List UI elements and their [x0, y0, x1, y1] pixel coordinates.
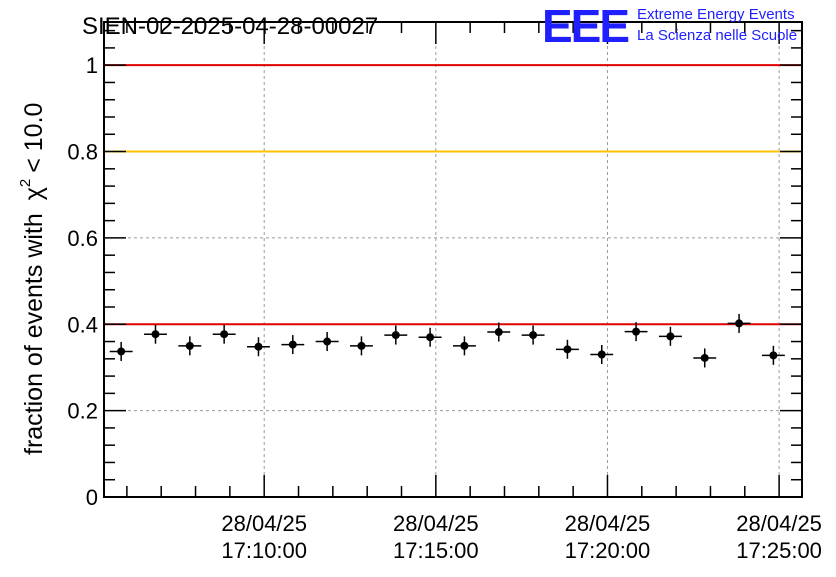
y-tick-label: 0.6 — [67, 226, 98, 251]
data-marker — [391, 331, 400, 340]
data-point — [384, 325, 408, 345]
data-point — [212, 324, 236, 344]
data-point — [624, 322, 648, 342]
y-axis-label-suffix: < 10.0 — [20, 103, 48, 173]
data-marker — [460, 341, 469, 350]
y-tick-label: 0.4 — [67, 312, 98, 337]
data-point — [281, 335, 305, 355]
data-marker — [735, 319, 744, 328]
data-point — [521, 325, 545, 345]
x-tick-time-label: 17:25:00 — [736, 538, 822, 563]
data-marker — [597, 350, 606, 359]
reference-lines — [104, 64, 802, 326]
y-axis-label-symbol: χ — [20, 187, 48, 200]
data-point — [727, 313, 751, 333]
y-tick-label: 0 — [86, 485, 98, 510]
data-point — [315, 332, 339, 352]
data-marker — [185, 341, 194, 350]
logo-line-1: Extreme Energy Events — [637, 6, 795, 23]
data-marker — [666, 332, 675, 341]
eee-logo: EEE Extreme Energy Events La Scienza nel… — [542, 0, 797, 52]
y-axis-label-superscript: 2 — [17, 179, 34, 187]
data-marker — [151, 330, 160, 339]
x-tick-date-label: 28/04/25 — [221, 511, 307, 536]
data-point — [555, 339, 579, 359]
data-point — [178, 336, 202, 356]
data-series — [109, 313, 785, 368]
data-marker — [220, 330, 229, 339]
x-tick-time-label: 17:15:00 — [393, 538, 479, 563]
data-marker — [529, 331, 538, 340]
data-marker — [700, 353, 709, 362]
data-point — [693, 348, 717, 368]
svg-text:fraction of events with: fraction of events with χ2 < 10.0 — [17, 103, 48, 455]
data-marker — [426, 333, 435, 342]
data-marker — [357, 341, 366, 350]
data-point — [418, 327, 442, 347]
chart-title: SIEN-02-2025-04-28-00027 — [82, 13, 378, 40]
data-point — [590, 345, 614, 364]
logo-letters: EEE — [542, 0, 628, 52]
y-tick-label: 0.2 — [67, 399, 98, 424]
data-point — [453, 336, 476, 356]
y-tick-label: 1 — [86, 53, 98, 78]
axes: 00.20.40.60.8128/04/2517:10:0028/04/2517… — [67, 21, 822, 563]
data-marker — [288, 340, 297, 349]
logo-line-2: La Scienza nelle Scuole — [637, 27, 797, 44]
x-tick-date-label: 28/04/25 — [565, 511, 651, 536]
x-tick-time-label: 17:20:00 — [565, 538, 651, 563]
x-tick-date-label: 28/04/25 — [736, 511, 822, 536]
data-marker — [117, 347, 126, 356]
data-point — [761, 345, 785, 365]
data-marker — [494, 328, 503, 337]
data-marker — [254, 342, 263, 351]
x-tick-time-label: 17:10:00 — [221, 538, 307, 563]
x-tick-date-label: 28/04/25 — [393, 511, 479, 536]
data-point — [658, 326, 682, 346]
data-marker — [632, 327, 641, 336]
data-point — [350, 336, 373, 356]
data-marker — [323, 337, 332, 346]
y-tick-label: 0.8 — [67, 140, 98, 165]
y-axis-label-text: fraction of events with — [20, 213, 48, 455]
data-marker — [769, 351, 778, 360]
data-point — [109, 341, 133, 361]
data-point — [144, 324, 167, 344]
plot-frame — [103, 21, 803, 498]
data-point — [247, 337, 270, 357]
data-point — [487, 322, 511, 342]
y-axis-label: fraction of events with χ2 < 10.0 — [17, 103, 48, 455]
data-marker — [563, 345, 572, 354]
